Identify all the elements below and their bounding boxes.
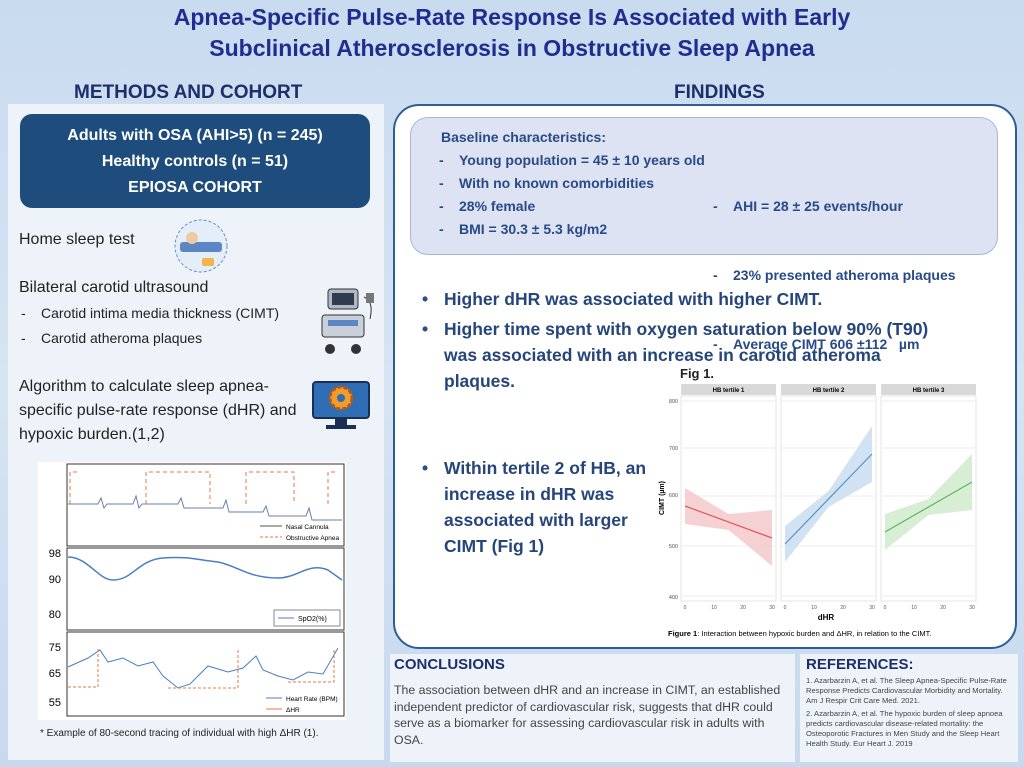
section-heading: METHODS AND COHORT: [74, 82, 303, 103]
legend-label: Obstructive Apnea: [286, 535, 339, 542]
reference-list: 1. Azarbarzin A, et al. The Sleep Apnea-…: [806, 676, 1014, 749]
confidence-band: [885, 454, 972, 550]
legend-label: ΔHR: [286, 707, 300, 714]
tracing-figure: Nasal Cannula Obstructive Apnea 98 90 80…: [38, 462, 346, 720]
tick-label: 30: [769, 605, 775, 611]
figure-caption: * Example of 80-second tracing of indivi…: [40, 728, 319, 739]
findings-list: Higher dHR was associated with higher CI…: [420, 286, 980, 394]
regression-line: [884, 481, 973, 533]
method-item: Home sleep test: [19, 231, 135, 248]
axis-label: dHR: [818, 613, 835, 622]
legend-label: Nasal Cannula: [286, 524, 329, 531]
tick-label: 55: [49, 697, 61, 709]
reference: 2. Azarbarzin A, et al. The hypoxic burd…: [806, 708, 1003, 749]
panel-title: HB tertile 1: [713, 388, 745, 394]
regression-line: [784, 453, 873, 545]
finding: Higher time spent with oxygen saturation…: [420, 316, 950, 394]
tick-label: 0: [884, 605, 887, 611]
references-panel: REFERENCES: 1. Azarbarzin A, et al. The …: [800, 654, 1018, 762]
caption-label: Figure 1: [668, 629, 697, 638]
caption-text: : Interaction between hypoxic burden and…: [697, 629, 931, 638]
panel-strip: [681, 384, 776, 395]
method-item: Algorithm to calculate sleep apnea-speci…: [19, 378, 297, 443]
tick-label: 400: [669, 595, 678, 601]
list-item: 23% presented atheroma plaques: [711, 264, 956, 287]
section-heading: CONCLUSIONS: [394, 656, 505, 673]
list-item: Carotid intima media thickness (CIMT): [19, 302, 319, 325]
tick-label: 10: [911, 605, 917, 611]
panel-title: HB tertile 2: [813, 388, 845, 394]
poster-title: Apnea-Specific Pulse-Rate Response Is As…: [173, 4, 851, 61]
section-heading: FINDINGS: [674, 82, 765, 103]
panel-strip: [781, 384, 876, 395]
list-item: 28% female: [437, 195, 705, 218]
list-item: With no known comorbidities: [437, 172, 705, 195]
section-heading: REFERENCES:: [806, 656, 914, 673]
tick-label: 80: [49, 609, 61, 621]
regression-line: [684, 505, 773, 539]
list-item: Young population = 45 ± 10 years old: [437, 149, 705, 172]
cohort-line: EPIOSA COHORT: [128, 179, 262, 196]
tick-label: 65: [49, 668, 61, 680]
tick-label: 10: [811, 605, 817, 611]
reference: 1. Azarbarzin A, et al. The Sleep Apnea-…: [806, 676, 1007, 706]
tick-label: 600: [669, 493, 678, 499]
confidence-band: [685, 488, 772, 566]
figure-title: Fig 1.: [680, 366, 714, 381]
panel-strip: [881, 384, 976, 395]
list-item: Carotid atheroma plaques: [19, 327, 319, 350]
legend-label: Heart Rate (BPM): [286, 696, 338, 703]
list-item: AHI = 28 ± 25 events/hour: [711, 195, 956, 218]
conclusions-panel: CONCLUSIONS The association between dHR …: [390, 654, 795, 762]
findings-list: Within tertile 2 of HB, an increase in d…: [420, 455, 650, 559]
method-item: Bilateral carotid ultrasound: [19, 279, 209, 296]
axis-label: CIMT (µm): [659, 481, 666, 515]
baseline-box: Baseline characteristics: Young populati…: [410, 117, 998, 356]
tick-label: 98: [49, 548, 61, 560]
tick-label: 20: [740, 605, 746, 611]
tick-label: 20: [940, 605, 946, 611]
baseline-title: Baseline characteristics:: [441, 129, 606, 145]
tick-label: 20: [840, 605, 846, 611]
list-item: BMI = 30.3 ± 5.3 kg/m2: [437, 218, 705, 241]
legend-label: SpO2(%): [298, 616, 327, 623]
tick-label: 800: [669, 399, 678, 405]
tick-label: 10: [711, 605, 717, 611]
tick-label: 90: [49, 574, 61, 586]
figure-caption: Figure 1: Interaction between hypoxic bu…: [668, 629, 932, 638]
home-test-icon: [174, 219, 228, 273]
tick-label: 75: [49, 642, 61, 654]
tick-label: 30: [969, 605, 975, 611]
tick-label: 500: [669, 544, 678, 550]
ultrasound-icon: [321, 288, 374, 354]
finding: Within tertile 2 of HB, an increase in d…: [420, 455, 650, 559]
panel-title: HB tertile 3: [913, 388, 945, 394]
ultrasound-list: Carotid intima media thickness (CIMT) Ca…: [19, 302, 319, 350]
tick-label: 700: [669, 446, 678, 452]
panel-bg: [680, 395, 777, 602]
tick-label: 30: [869, 605, 875, 611]
facet-figure: Fig 1. 800 700 600 500 400 CIMT (µm) HB …: [659, 366, 977, 638]
baseline-list: AHI = 28 ± 25 events/hour 23% presented …: [711, 149, 956, 402]
finding: Higher dHR was associated with higher CI…: [420, 286, 980, 312]
cohort-box: Adults with OSA (AHI>5) (n = 245) Health…: [20, 114, 370, 208]
algorithm-icon: [312, 381, 370, 429]
baseline-list: Young population = 45 ± 10 years old Wit…: [437, 149, 705, 241]
cohort-line: Healthy controls (n = 51): [101, 153, 289, 170]
tick-label: 0: [684, 605, 687, 611]
confidence-band: [785, 426, 872, 562]
conclusions-text: The association between dHR and an incre…: [394, 683, 781, 747]
cohort-line: Adults with OSA (AHI>5) (n = 245): [67, 127, 323, 144]
tick-label: 0: [784, 605, 787, 611]
